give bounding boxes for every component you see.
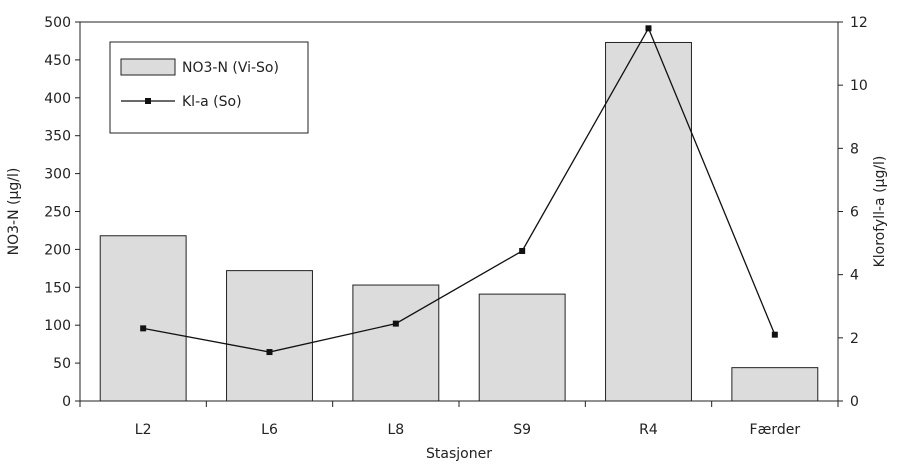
y2-tick-label: 4 [850,268,859,284]
legend-bar-swatch [120,58,176,76]
bar [731,367,819,402]
bar [605,41,692,402]
x-tick-label: S9 [513,422,531,438]
line-point [771,331,778,338]
y-tick-label: 0 [62,394,71,410]
y2-tick-label: 12 [850,15,868,31]
y2-tick-label: 8 [850,141,859,157]
y-axis-title: NO3-N (µg/l) [6,168,22,256]
y2-tick-label: 0 [850,394,859,410]
bar [226,270,313,402]
line-point [645,25,652,32]
y-tick-label: 350 [44,129,71,145]
x-tick-label: Færder [750,422,801,438]
y-tick-label: 150 [44,280,71,296]
legend-box [109,41,309,134]
y-tick-label: 450 [44,53,71,69]
line-point [519,247,526,254]
y-tick-label: 500 [44,15,71,31]
x-tick-label: R4 [639,422,658,438]
y-tick-label: 50 [53,356,71,372]
y-tick-label: 100 [44,318,71,334]
y-tick-label: 250 [44,205,71,221]
line-point [266,349,273,356]
bar [99,235,187,402]
line-point [392,320,399,327]
bar [478,293,566,402]
y-tick-label: 200 [44,242,71,258]
x-tick-label: L2 [135,422,152,438]
series-line [143,26,776,353]
line-point [140,325,147,332]
legend-label: NO3-N (Vi-So) [182,60,279,76]
plot-area [99,25,819,402]
x-tick-label: L6 [261,422,278,438]
y-tick-label: 400 [44,91,71,107]
legend-line-marker [145,98,151,104]
y2-tick-label: 6 [850,205,859,221]
y-tick-label: 300 [44,167,71,183]
x-tick-label: L8 [387,422,404,438]
legend-label: Kl-a (So) [182,94,242,110]
bar [352,284,440,402]
axes: 0 50 100 150 200 250 300 350 400 450 500 0 2 4 6 8 10 12 L… [44,15,868,438]
y2-tick-label: 2 [850,331,859,347]
x-axis-title: Stasjoner [426,446,492,462]
y2-axis-title: Klorofyll-a (µg/l) [872,156,888,268]
legend: NO3-N (Vi-So) Kl-a (So) [109,41,309,134]
y2-tick-label: 10 [850,78,868,94]
